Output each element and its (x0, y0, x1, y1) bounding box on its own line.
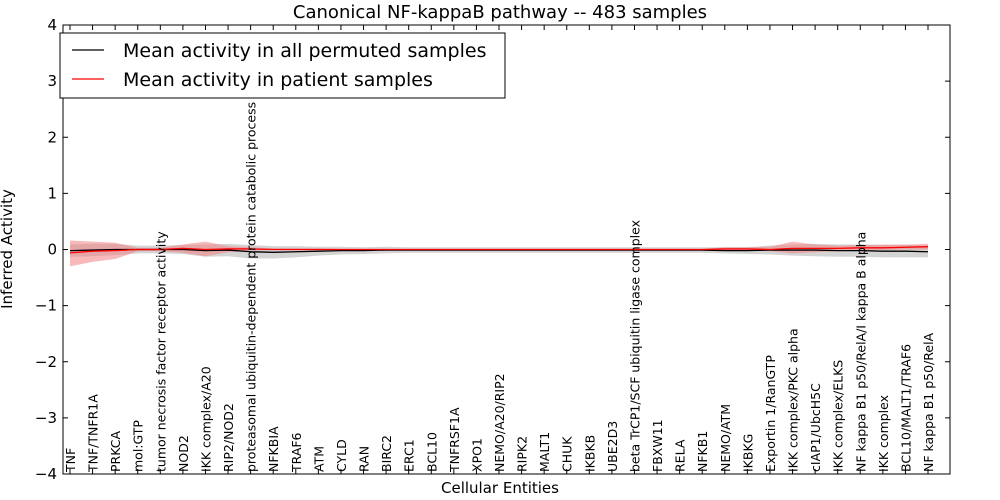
category-label: TNF (63, 448, 78, 473)
category-label: NEMO/A20/RIP2 (492, 373, 507, 472)
category-label: IKK complex/A20 (198, 366, 213, 472)
legend-label-permuted: Mean activity in all permuted samples (123, 40, 486, 62)
y-tick-label: −3 (35, 409, 57, 427)
category-label: RAN (357, 446, 372, 472)
series-lines (69, 246, 929, 254)
y-tick-label: −4 (35, 465, 57, 483)
category-label: NF kappa B1 p50/RelA (921, 332, 936, 472)
category-label: ERC1 (402, 439, 417, 472)
category-label: NFKBIA (266, 426, 281, 472)
category-label: NFKB1 (695, 431, 710, 472)
y-tick-label: −1 (35, 297, 57, 315)
category-label: CYLD (334, 439, 349, 472)
category-label: Exportin 1/RanGTP (763, 355, 778, 472)
x-axis-ticks (69, 25, 929, 474)
y-tick-label: 4 (47, 16, 57, 34)
category-label: TRAF6 (289, 432, 304, 473)
category-label: XPO1 (469, 438, 484, 472)
category-label: NOD2 (176, 435, 191, 472)
category-labels: TNF TNF/TNFR1A PRKCA mol:GTP tumor necrosis … (63, 102, 936, 473)
category-label: BIRC2 (379, 435, 394, 472)
category-label: PRKCA (108, 431, 123, 472)
y-tick-label: 0 (47, 241, 57, 259)
category-label: proteasomal ubiquitin-dependent protein … (244, 102, 259, 472)
category-label: RELA (673, 439, 688, 472)
y-tick-label: 3 (47, 72, 57, 90)
category-label: NEMO/ATM (718, 404, 733, 472)
y-tick-label: 1 (47, 184, 57, 202)
y-axis-ticks: −4 −3 −2 −1 0 1 2 3 4 (35, 16, 950, 483)
legend-box (59, 32, 506, 99)
category-label: TNFRSF1A (447, 407, 462, 473)
category-label: IKK complex/PKC alpha (786, 328, 801, 472)
category-label: mol:GTP (131, 420, 146, 472)
category-label: IKK complex (876, 395, 891, 472)
category-label: RIP2/NOD2 (221, 403, 236, 472)
category-label: IKBKB (582, 435, 597, 472)
y-axis-label: Inferred Activity (0, 189, 16, 309)
legend: Mean activity in all permuted samples Me… (59, 32, 506, 99)
x-axis-label: Cellular Entities (441, 479, 559, 497)
y-tick-label: 2 (47, 128, 57, 146)
category-label: ATM (311, 446, 326, 472)
category-label: NF kappa B1 p50/RelA/I kappa B alpha (853, 232, 868, 472)
category-label: UBE2D3 (605, 421, 620, 472)
category-label: IKBKG (740, 434, 755, 472)
line-patient (69, 246, 929, 254)
category-label: beta TrCP1/SCF ubiquitin ligase complex (627, 220, 642, 472)
category-label: CHUK (560, 436, 575, 472)
category-label: MALT1 (537, 432, 552, 472)
y-tick-label: −2 (35, 353, 57, 371)
category-label: cIAP1/UbcH5C (808, 383, 823, 472)
category-label: FBXW11 (650, 419, 665, 472)
category-label: tumor necrosis factor receptor activity (153, 231, 168, 472)
category-label: TNF/TNFR1A (86, 394, 101, 473)
category-label: BCL10/MALT1/TRAF6 (898, 344, 913, 472)
category-label: IKK complex/ELKS (831, 360, 846, 472)
confidence-bands (70, 240, 928, 267)
band-permuted (70, 243, 928, 259)
chart-title: Canonical NF-kappaB pathway -- 483 sampl… (293, 2, 707, 23)
category-label: BCL10 (424, 432, 439, 472)
category-label: RIPK2 (515, 436, 530, 472)
legend-label-patient: Mean activity in patient samples (123, 69, 433, 91)
plot-frame (62, 24, 951, 475)
